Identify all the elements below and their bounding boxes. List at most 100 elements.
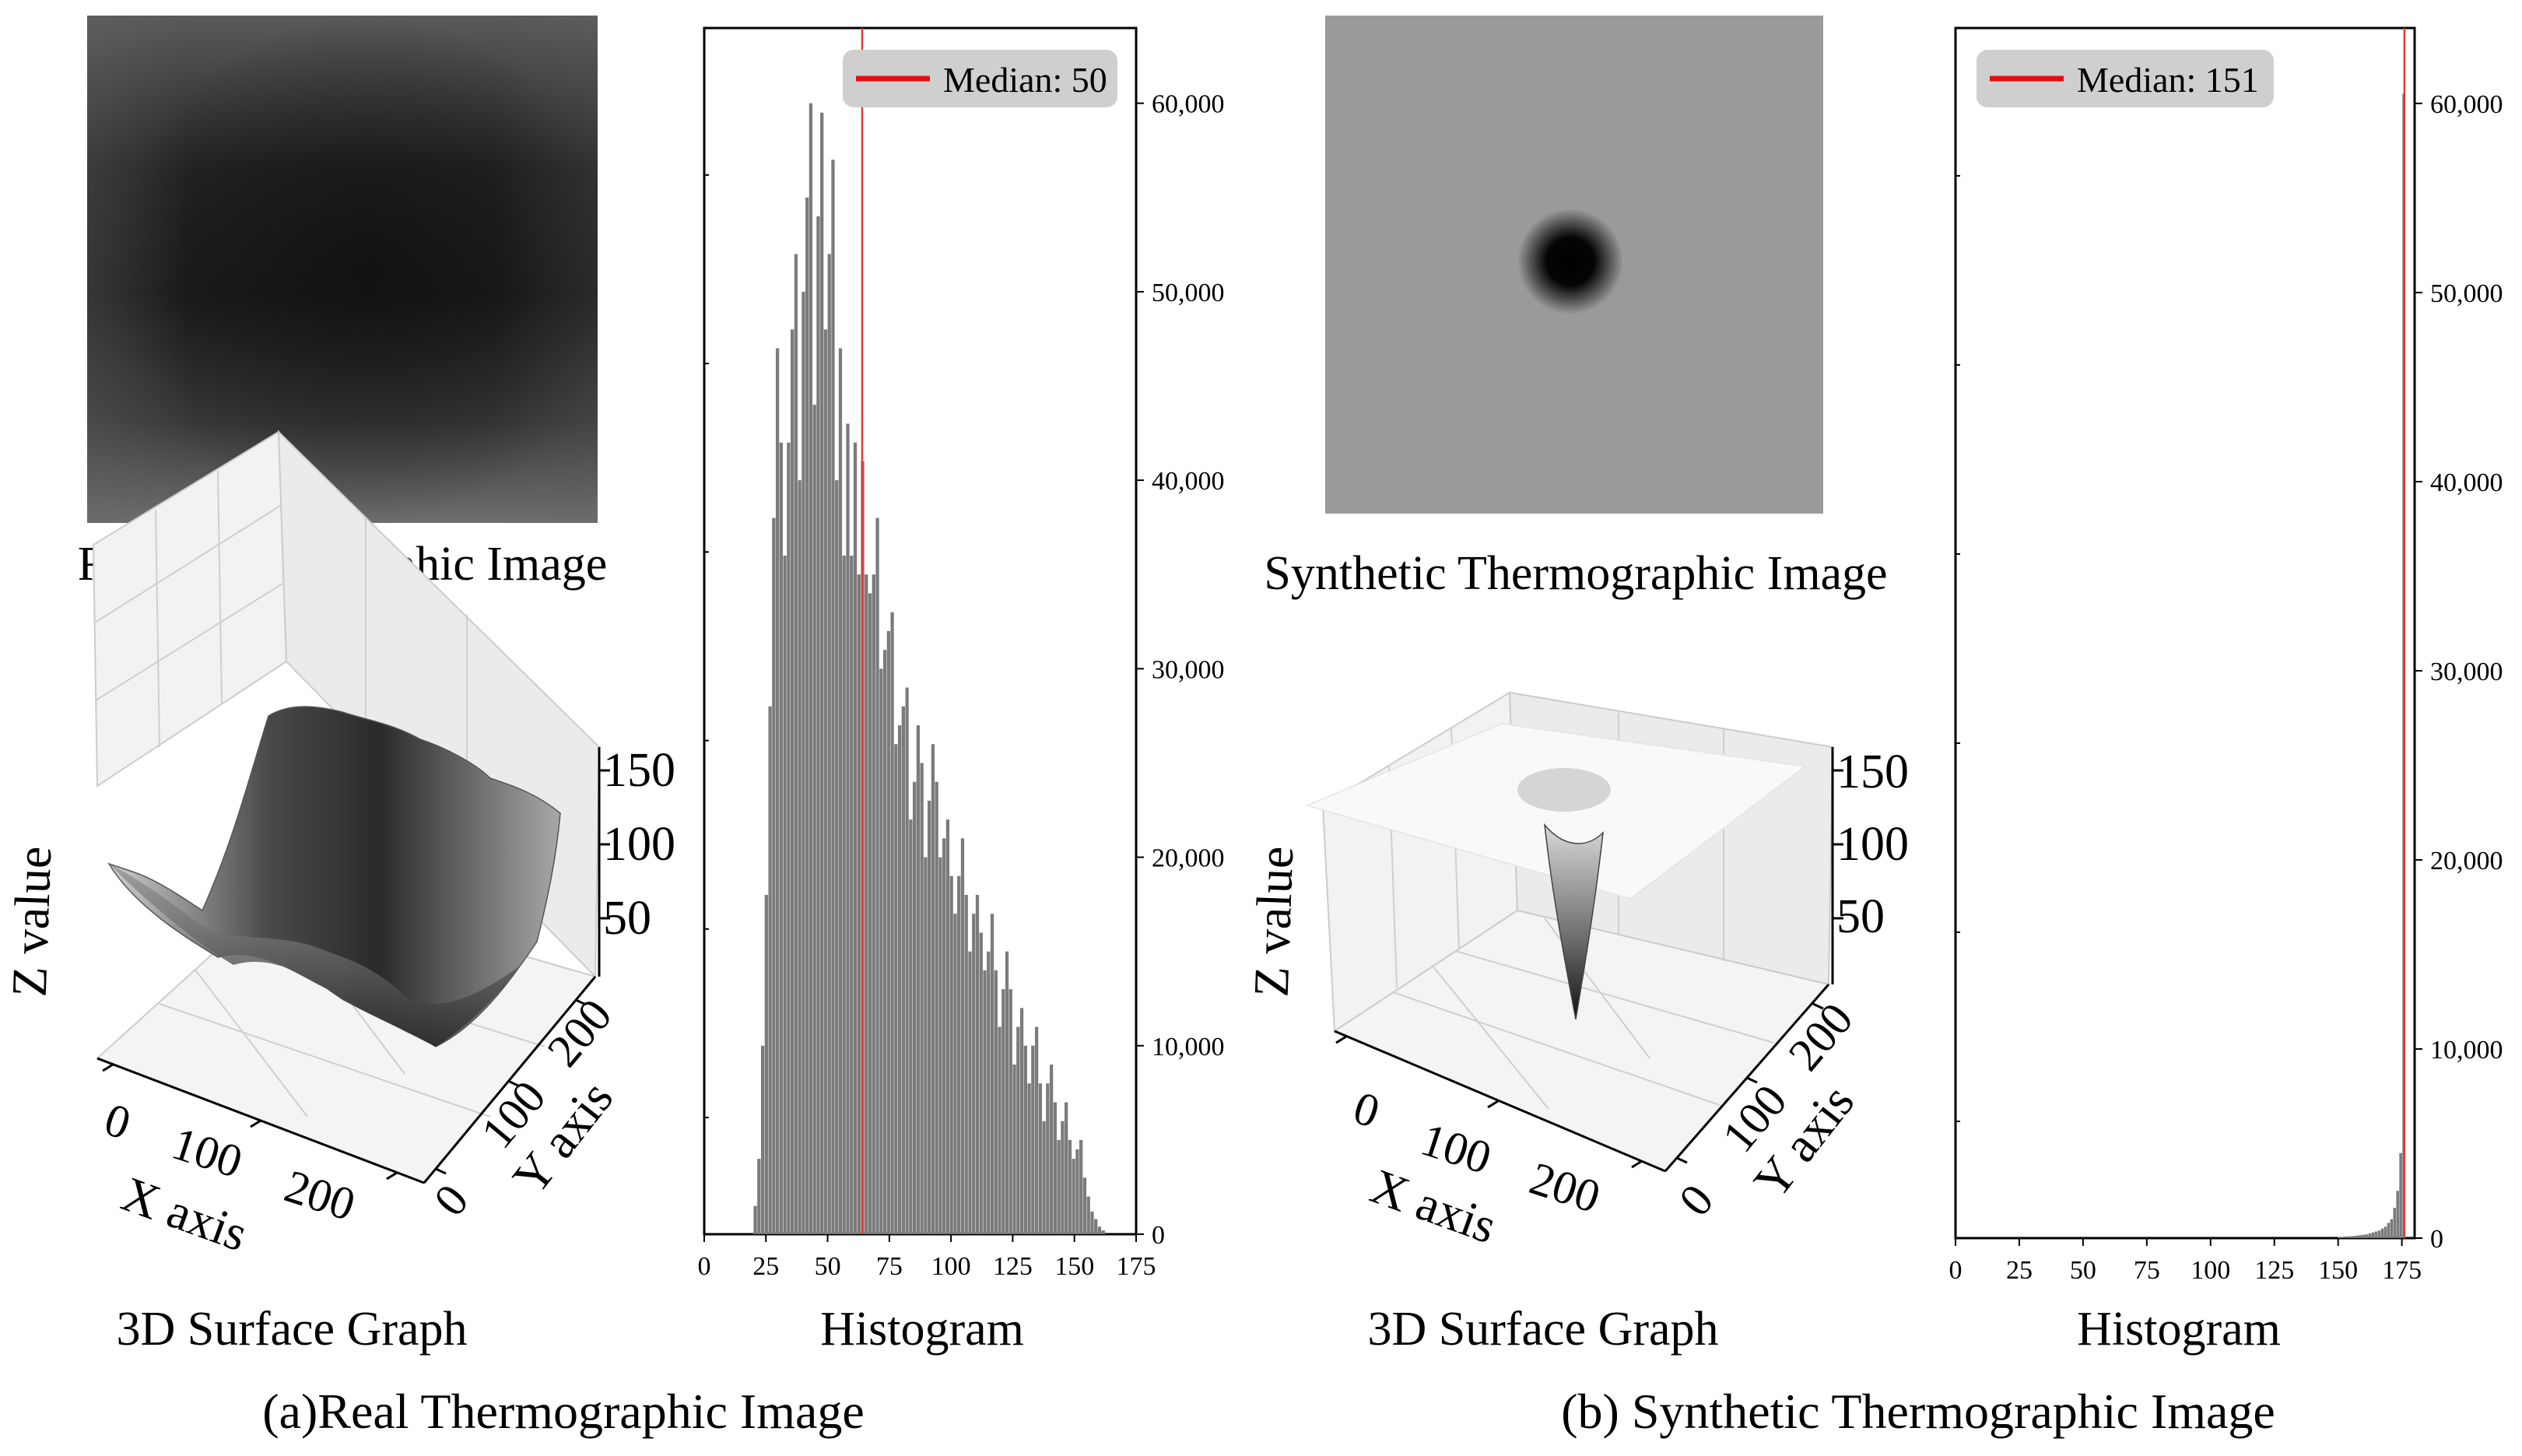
hist-bar	[879, 668, 883, 1234]
hist-bar	[2369, 1233, 2372, 1238]
hist-bar	[960, 838, 965, 1234]
histogram-synthetic-xticks: 0 25 50 75 100 125 150 175	[1949, 1238, 2422, 1285]
hist-bar	[835, 480, 839, 1234]
hist-bar	[886, 630, 890, 1234]
syn-ztick-150: 150	[1836, 746, 1909, 798]
real-thermo-image	[87, 16, 598, 523]
hist-bar	[2347, 1236, 2351, 1238]
hist-xtick-label: 0	[1949, 1256, 1963, 1285]
hist-xtick-label: 175	[2382, 1256, 2422, 1285]
hist-bar	[805, 197, 809, 1234]
hist-xtick-label: 150	[2318, 1256, 2358, 1285]
hist-ytick-label: 10,000	[2430, 1036, 2503, 1065]
hist-bar	[787, 442, 791, 1234]
hist-bar	[894, 744, 898, 1234]
hist-bar	[920, 763, 924, 1234]
hist-bar	[994, 970, 998, 1234]
hist-ytick-label: 20,000	[2430, 847, 2503, 875]
histogram-synthetic-bars	[2338, 93, 2405, 1239]
hist-bar	[823, 329, 828, 1234]
hist-bar	[875, 517, 879, 1234]
hist-xtick-label: 100	[931, 1252, 971, 1281]
hist-bar	[1012, 1065, 1016, 1234]
hist-bar	[2377, 1230, 2381, 1238]
real-surface-label: 3D Surface Graph	[116, 1303, 467, 1356]
histogram-real-xticks: 0 25 50 75 100 125 150 175	[698, 1234, 1156, 1281]
hist-bar	[816, 216, 820, 1234]
hist-ytick-label: 10,000	[1152, 1033, 1225, 1061]
hist-bar	[794, 254, 798, 1234]
hist-bar	[935, 781, 938, 1234]
caption-a: (a)Real Thermographic Image	[262, 1384, 865, 1439]
real-xtick-200: 200	[279, 1160, 361, 1231]
hist-bar	[801, 291, 805, 1234]
hist-bar	[775, 348, 780, 1234]
hist-xtick-label: 50	[2070, 1256, 2096, 1285]
hist-bar	[2390, 1219, 2394, 1238]
hist-bar	[827, 254, 831, 1234]
histogram-real: 0 25 50 75 100 125 150 175 0 10,000 20,000 30,000 4…	[698, 26, 1225, 1281]
hist-bar	[772, 517, 776, 1234]
hist-xtick-label: 0	[698, 1252, 711, 1281]
synthetic-surface-label: 3D Surface Graph	[1367, 1303, 1718, 1356]
hist-bar	[2362, 1234, 2366, 1238]
hist-bar	[1075, 1149, 1079, 1234]
hist-bar	[2344, 1237, 2348, 1238]
hist-bar	[1065, 1102, 1068, 1234]
hist-bar	[1086, 1196, 1090, 1234]
hist-bar	[2371, 1232, 2375, 1238]
hist-bar	[975, 895, 980, 1234]
hist-bar	[901, 706, 905, 1234]
hist-bar	[764, 895, 768, 1234]
hist-bar	[2350, 1236, 2353, 1238]
hist-xtick-label: 125	[993, 1252, 1033, 1281]
histogram-synthetic: 0 25 50 75 100 125 150 175 0 10,000 20,000 30,000 4…	[1949, 26, 2503, 1285]
hist-xtick-label: 150	[1054, 1252, 1094, 1281]
hist-bar	[2383, 1226, 2387, 1238]
hist-bar	[1090, 1211, 1094, 1234]
hist-bar	[853, 442, 858, 1234]
hist-bar	[909, 819, 913, 1234]
real-xtick-0: 0	[99, 1093, 137, 1149]
hist-bar	[1079, 1139, 1083, 1234]
hist-xtick-label: 100	[2191, 1256, 2230, 1285]
hist-bar	[998, 1026, 1001, 1234]
hist-bar	[882, 650, 887, 1234]
hist-bar	[831, 160, 835, 1234]
hist-bar	[990, 914, 994, 1234]
syn-xtick-100: 100	[1415, 1114, 1497, 1184]
hist-bar	[760, 1045, 765, 1234]
hist-ytick-label: 60,000	[2430, 90, 2503, 119]
hist-ytick-label: 60,000	[1152, 90, 1225, 119]
synthetic-thermo-image	[1325, 16, 1823, 514]
hist-bar	[1057, 1139, 1061, 1234]
hist-xtick-label: 75	[876, 1252, 903, 1281]
hist-bar	[938, 857, 942, 1234]
hist-ytick-label: 30,000	[2430, 658, 2503, 686]
hist-bar	[957, 875, 961, 1234]
hist-bar	[1031, 1045, 1035, 1234]
hist-bar	[783, 556, 787, 1234]
caption-b: (b) Synthetic Thermographic Image	[1561, 1384, 2275, 1439]
hist-bar	[2366, 1234, 2369, 1238]
hist-bar	[2380, 1228, 2384, 1238]
hist-bar	[1016, 1026, 1020, 1234]
hist-bar	[931, 744, 935, 1234]
syn-xtick-200: 200	[1524, 1153, 1606, 1223]
hist-bar	[850, 556, 854, 1234]
hist-bar	[945, 819, 950, 1234]
real-ztick-100: 100	[603, 818, 675, 871]
hist-bar	[1046, 1083, 1050, 1234]
syn-ztick-50: 50	[1836, 890, 1885, 943]
surface-plot-synthetic: 50 100 150 0 100 200 X axis 0 100 200 Y …	[1243, 691, 1909, 1254]
real-xtick-100: 100	[166, 1117, 248, 1188]
hist-ytick-label: 50,000	[2430, 279, 2503, 308]
hist-ytick-label: 0	[1152, 1221, 1165, 1250]
syn-surface-pit	[1543, 823, 1604, 1020]
hist-bar	[1008, 989, 1012, 1234]
hist-bar	[1072, 1159, 1075, 1234]
hist-bar	[2374, 1231, 2378, 1238]
hist-bar	[846, 423, 850, 1234]
hist-bar	[912, 781, 917, 1234]
